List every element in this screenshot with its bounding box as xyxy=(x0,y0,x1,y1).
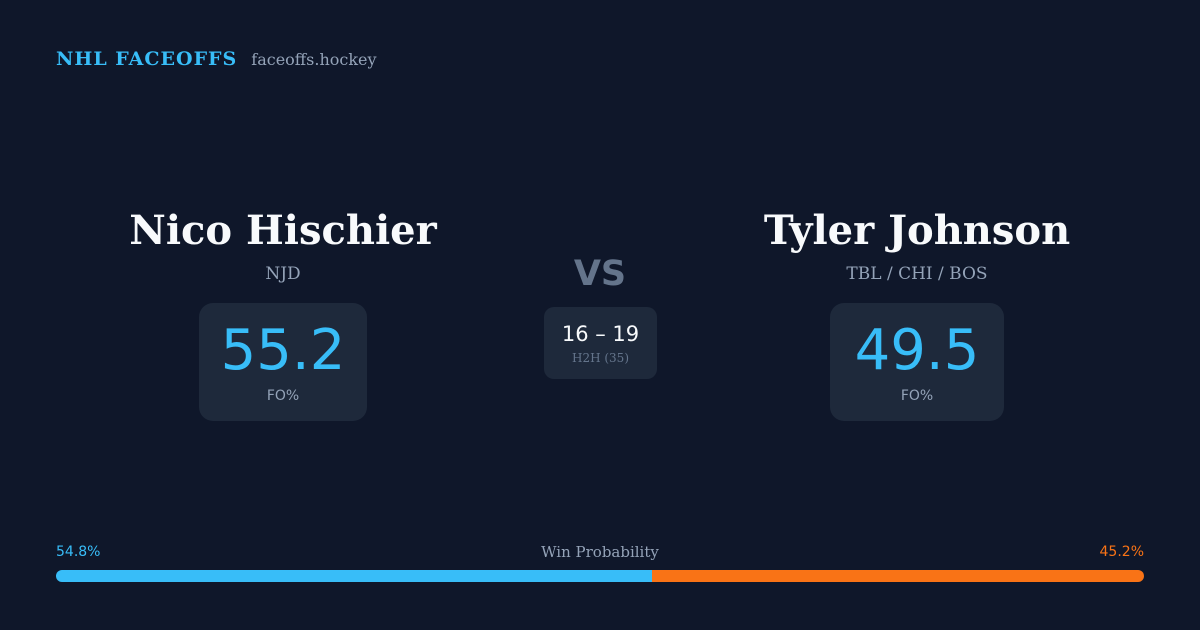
win-probability-bar-right xyxy=(652,570,1144,582)
player-right-fo-label: FO% xyxy=(900,388,934,404)
player-right-name: Tyler Johnson xyxy=(763,207,1071,254)
versus-label: VS xyxy=(573,254,627,294)
head-to-head-label: H2H (35) xyxy=(571,351,629,365)
win-probability-title: Win Probability xyxy=(541,543,659,561)
brand-title: NHL FACEOFFS xyxy=(56,48,238,70)
win-probability-left: 54.8% xyxy=(56,544,101,560)
player-left-fo-label: FO% xyxy=(266,388,300,404)
player-left: Nico Hischier NJD 55.2 FO% xyxy=(103,205,463,421)
win-probability-bar xyxy=(56,570,1144,582)
player-right-team: TBL / CHI / BOS xyxy=(846,264,988,284)
win-probability-bar-left xyxy=(56,570,653,582)
player-right-fo-value: 49.5 xyxy=(854,318,980,383)
head-to-head-card: 16 – 19 H2H (35) xyxy=(544,307,657,379)
win-probability-right: 45.2% xyxy=(1099,544,1144,560)
player-left-name: Nico Hischier xyxy=(129,207,437,254)
player-right: Tyler Johnson TBL / CHI / BOS 49.5 FO% xyxy=(737,205,1097,421)
player-left-team: NJD xyxy=(265,264,301,284)
player-left-fo-card: 55.2 FO% xyxy=(199,303,367,421)
brand-header: NHL FACEOFFS faceoffs.hockey xyxy=(56,48,377,70)
brand-url[interactable]: faceoffs.hockey xyxy=(251,50,377,69)
head-to-head-score: 16 – 19 xyxy=(561,322,640,346)
player-right-fo-card: 49.5 FO% xyxy=(830,303,1004,421)
player-left-fo-value: 55.2 xyxy=(220,318,346,383)
